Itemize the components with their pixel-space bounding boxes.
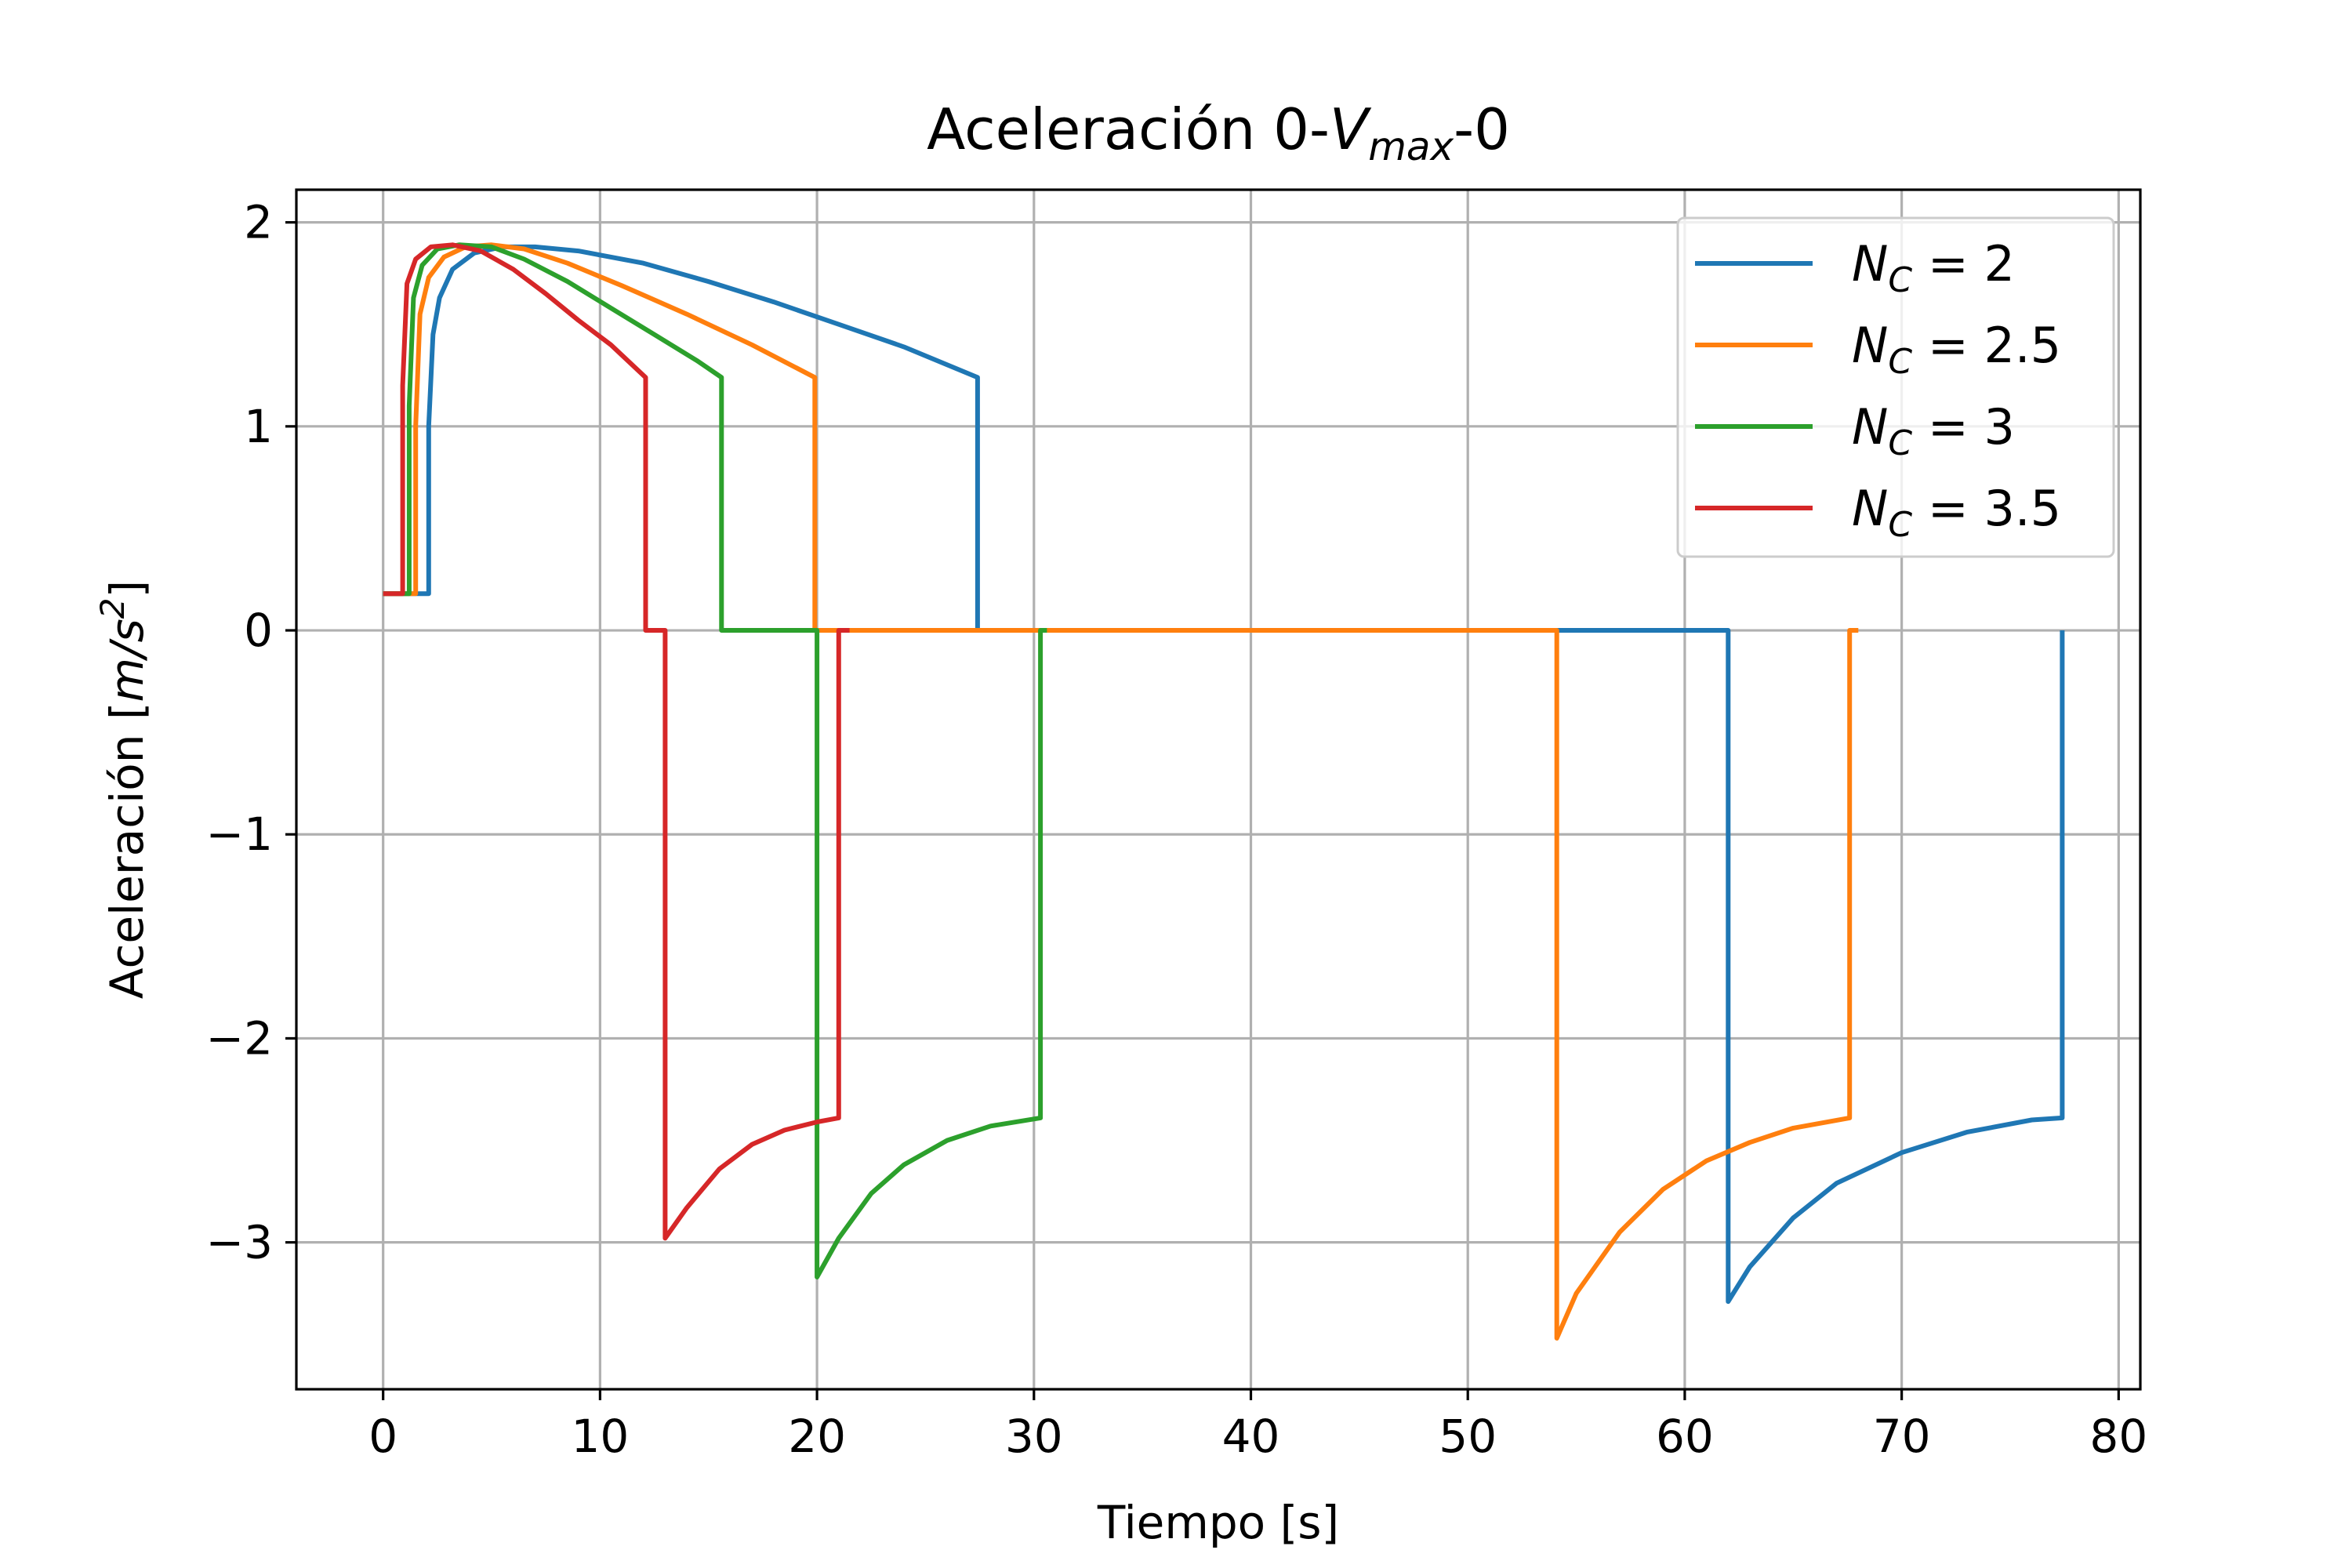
y-axis-label: Aceleración [m/s2]	[93, 580, 154, 999]
x-tick-label: 80	[2089, 1410, 2147, 1463]
legend-box	[1676, 216, 2115, 558]
legend: NC = 2 NC = 2.5 NC = 3 NC = 3.5	[1676, 216, 2115, 558]
series-line-nc-3	[383, 242, 1047, 1279]
x-tick-label: 60	[1656, 1410, 1714, 1463]
y-tick-label: −2	[206, 1011, 274, 1065]
y-tick-label: 2	[244, 196, 273, 249]
series-line-nc-2-5	[383, 242, 1859, 1341]
plot-frame	[295, 188, 2142, 1391]
x-tick-label: 30	[1005, 1410, 1063, 1463]
x-axis-label: Tiempo [s]	[1097, 1496, 1339, 1549]
x-tick-label: 10	[571, 1410, 629, 1463]
chart-title: Aceleración 0-Vmax-0	[927, 96, 1510, 169]
x-tick-label: 0	[368, 1410, 397, 1463]
y-tick-label: −1	[206, 808, 274, 861]
y-tick-label: 0	[244, 604, 273, 657]
axis-ticks: 0 10 20 30 40 50 60 70 80 −3 −2 −1 0 1 2	[206, 196, 2148, 1463]
legend-label: NC = 2	[1852, 235, 2015, 300]
x-tick-label: 70	[1873, 1410, 1931, 1463]
legend-label: NC = 3.5	[1852, 480, 2061, 545]
series-line-nc-2	[383, 244, 2065, 1305]
series-lines	[383, 242, 2065, 1341]
x-tick-label: 20	[788, 1410, 846, 1463]
y-tick-label: −3	[206, 1216, 274, 1269]
legend-label: NC = 2.5	[1852, 317, 2061, 382]
x-tick-label: 50	[1439, 1410, 1497, 1463]
series-line-nc-3-5	[383, 242, 850, 1241]
y-tick-label: 1	[244, 400, 273, 453]
legend-label: NC = 3	[1852, 398, 2015, 463]
x-tick-label: 40	[1222, 1410, 1280, 1463]
